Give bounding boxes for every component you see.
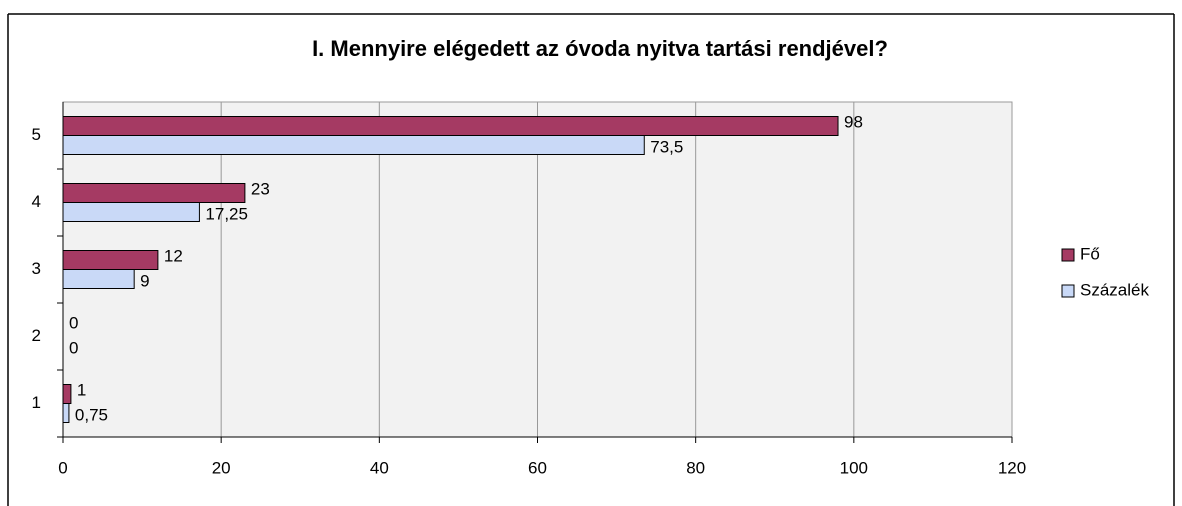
bar [62,183,246,203]
chart-title: I. Mennyire elégedett az óvoda nyitva ta… [312,36,888,61]
x-tick-label: 20 [212,458,231,477]
x-tick-label: 100 [840,458,868,477]
value-label: 0,75 [75,405,108,424]
value-label: 12 [164,246,183,265]
value-label: 0 [69,313,78,332]
bar [62,269,135,289]
legend-swatch [1061,248,1075,262]
y-tick-label: 4 [32,192,41,211]
y-tick-label: 3 [32,259,41,278]
legend-label: Fő [1080,244,1100,263]
bar [62,403,70,423]
x-tick-label: 0 [58,458,67,477]
x-tick-label: 40 [370,458,389,477]
value-label: 1 [77,380,86,399]
y-tick-label: 2 [32,326,41,345]
bar [62,202,200,222]
x-tick-label: 60 [528,458,547,477]
value-label: 23 [251,179,270,198]
y-tick-label: 5 [32,125,41,144]
bar [62,135,645,155]
y-tick-label: 1 [32,393,41,412]
bar [62,250,159,270]
value-label: 9 [140,271,149,290]
x-tick-label: 120 [998,458,1026,477]
value-label: 17,25 [205,204,248,223]
value-label: 73,5 [650,137,683,156]
legend-swatch [1061,284,1075,298]
legend-label: Százalék [1080,280,1149,299]
bar [62,116,839,136]
bar [62,384,72,404]
x-tick-label: 80 [686,458,705,477]
value-label: 0 [69,338,78,357]
value-label: 98 [844,112,863,131]
